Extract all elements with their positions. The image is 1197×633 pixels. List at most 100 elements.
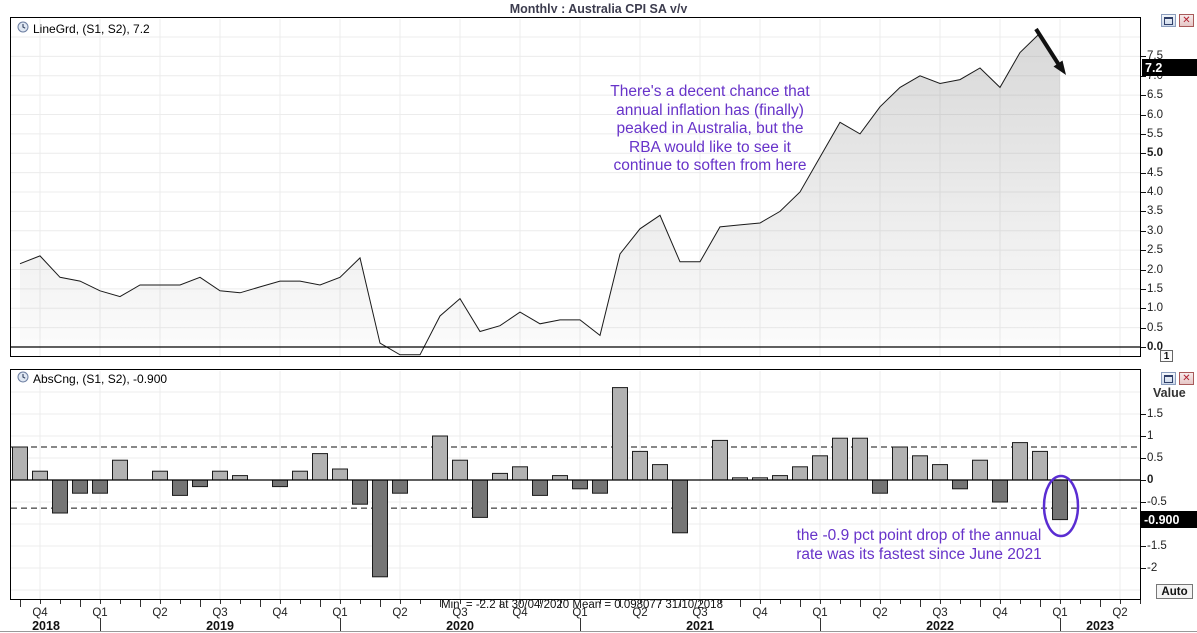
clock-icon (17, 21, 29, 36)
bar (13, 447, 28, 480)
bar (993, 480, 1008, 502)
x-tick-mark (700, 600, 701, 604)
top-plot-area[interactable] (10, 13, 1141, 357)
y-tick-label: 1.0 (1147, 302, 1163, 314)
close-pane-button[interactable]: ✕ (1179, 14, 1194, 27)
bar (813, 456, 828, 480)
auto-scale-button[interactable]: Auto (1156, 584, 1193, 599)
y-tick-label: -1.5 (1147, 540, 1167, 552)
y-tick-label: 5.5 (1147, 128, 1163, 140)
x-tick-mark (120, 600, 121, 604)
bar (93, 480, 108, 493)
x-tick-mark (400, 600, 401, 604)
y-tick-mark (1141, 328, 1146, 329)
bar (33, 471, 48, 480)
x-tick-mark (1100, 600, 1101, 607)
y-tick-label: 0 (1147, 474, 1153, 486)
annotation-rate-drop: the -0.9 pct point drop of the annual ra… (762, 527, 1076, 564)
restore-pane-button[interactable] (1161, 14, 1176, 27)
x-tick-mark (380, 600, 381, 607)
x-quarter-label: Q3 (925, 607, 955, 619)
bottom-plot-area[interactable] (10, 367, 1141, 600)
close-pane-button[interactable]: ✕ (1179, 372, 1194, 385)
x-tick-mark (520, 600, 521, 604)
restore-pane-button[interactable] (1161, 372, 1176, 385)
bar (273, 480, 288, 487)
y-tick-mark (1141, 231, 1146, 232)
x-tick-mark (580, 600, 581, 604)
y-tick-mark (1141, 480, 1146, 481)
x-tick-mark (360, 600, 361, 604)
x-tick-mark (240, 600, 241, 604)
y-tick-mark (1141, 153, 1146, 154)
year-divider (1060, 618, 1061, 631)
y-tick-mark (1141, 458, 1146, 459)
restore-icon (1164, 17, 1173, 25)
x-quarter-label: Q4 (745, 607, 775, 619)
x-quarter-label: Q2 (385, 607, 415, 619)
x-tick-mark (960, 600, 961, 604)
y-tick-mark (1141, 76, 1146, 77)
bar (53, 480, 68, 513)
bar (793, 467, 808, 480)
bar (213, 471, 228, 480)
bar (953, 480, 968, 489)
y-tick-label: 6.5 (1147, 89, 1163, 101)
y-tick-label: 4.5 (1147, 167, 1163, 179)
y-tick-mark (1141, 347, 1146, 348)
y-tick-label: 2.5 (1147, 244, 1163, 256)
x-tick-mark (140, 600, 141, 607)
bar (653, 465, 668, 480)
x-quarter-label: Q4 (505, 607, 535, 619)
x-tick-mark (300, 600, 301, 604)
bar (913, 456, 928, 480)
year-divider (340, 618, 341, 631)
y-tick-mark (1141, 546, 1146, 547)
x-tick-mark (440, 600, 441, 607)
bar (713, 440, 728, 480)
x-tick-mark (200, 600, 201, 607)
x-tick-mark (1040, 600, 1041, 607)
x-tick-mark (1140, 600, 1141, 604)
x-quarter-label: Q4 (985, 607, 1015, 619)
x-tick-mark (840, 600, 841, 604)
annotation-line: rate was its fastest since June 2021 (762, 546, 1076, 565)
y-tick-label: 1.5 (1147, 283, 1163, 295)
x-quarter-label: Q2 (145, 607, 175, 619)
bar (173, 480, 188, 495)
x-tick-mark (160, 600, 161, 604)
x-tick-mark (320, 600, 321, 607)
bar (393, 480, 408, 493)
bar (1033, 451, 1048, 480)
y-tick-label: 0.5 (1147, 452, 1163, 464)
bar (533, 480, 548, 495)
x-quarter-label: Q4 (25, 607, 55, 619)
x-tick-mark (480, 600, 481, 604)
bar (593, 480, 608, 493)
bar (313, 454, 328, 480)
x-tick-mark (1080, 600, 1081, 604)
y-tick-label: 6.0 (1147, 109, 1163, 121)
bar (373, 480, 388, 577)
y-tick-mark (1141, 414, 1146, 415)
y-tick-mark (1141, 173, 1146, 174)
y-tick-label: 5.0 (1147, 147, 1163, 159)
pane-number-badge[interactable]: 1 (1160, 350, 1173, 362)
x-tick-mark (740, 600, 741, 607)
x-tick-mark (660, 600, 661, 604)
annotation-inflation-peak: There's a decent chance that annual infl… (555, 83, 865, 176)
y-tick-mark (1141, 308, 1146, 309)
y-tick-mark (1141, 502, 1146, 503)
x-quarter-label: Q3 (445, 607, 475, 619)
x-tick-mark (620, 600, 621, 607)
window-bottom-edge (0, 631, 1197, 632)
bar (453, 460, 468, 480)
bar (433, 436, 448, 480)
area-fill (20, 33, 1060, 355)
x-tick-mark (460, 600, 461, 604)
close-icon: ✕ (1182, 16, 1190, 26)
x-tick-mark (40, 600, 41, 604)
top-pane-label-text: LineGrd, (S1, S2), 7.2 (33, 22, 150, 36)
x-quarter-label: Q3 (205, 607, 235, 619)
y-tick-label: 3.0 (1147, 225, 1163, 237)
